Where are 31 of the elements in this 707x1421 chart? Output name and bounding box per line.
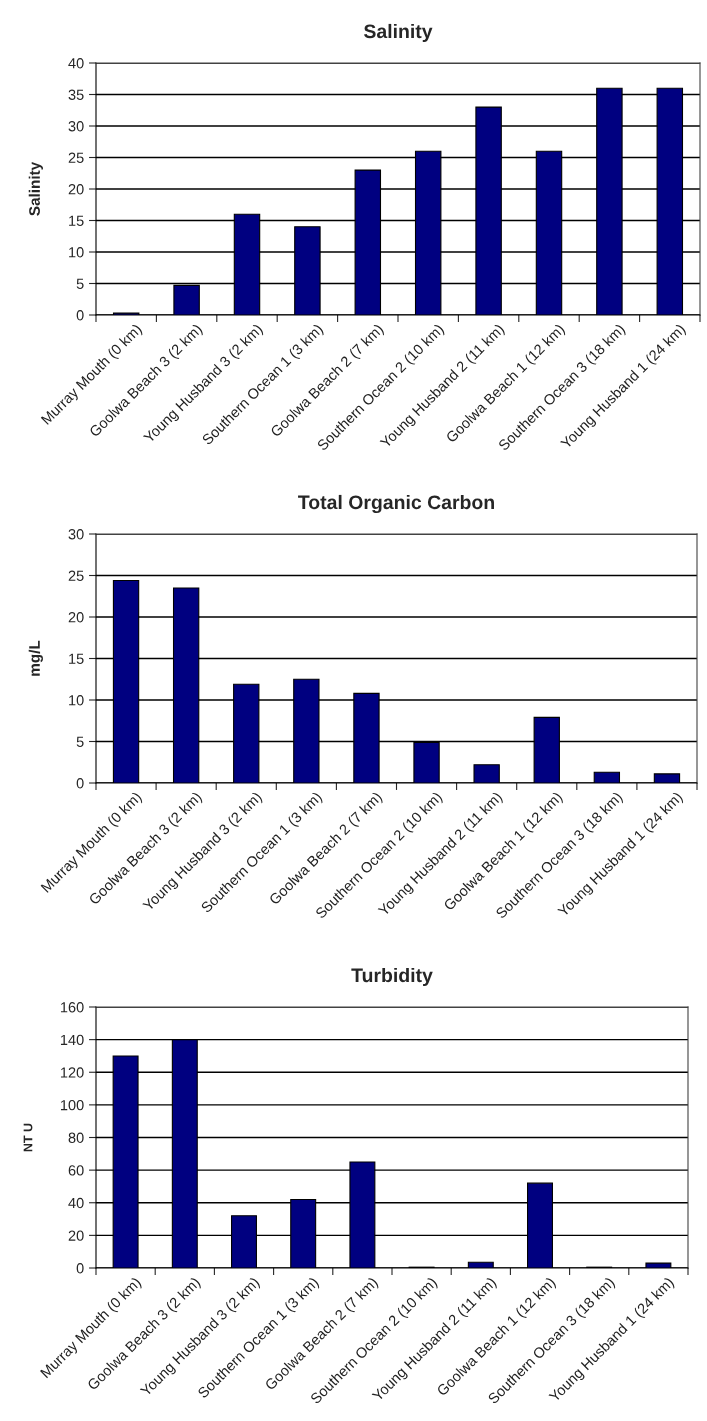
- y-tick-label: 10: [69, 247, 84, 258]
- y-tick-label: 0: [76, 778, 84, 789]
- y-tick-label: 30: [68, 529, 84, 540]
- y-axis-title: NT U: [23, 1123, 33, 1152]
- y-tick-label: 25: [68, 152, 84, 163]
- y-tick-label: 40: [68, 1197, 84, 1209]
- y-tick-label: 60: [68, 1165, 84, 1176]
- y-tick-label: 80: [68, 1132, 84, 1143]
- y-tick-label: 30: [68, 121, 84, 132]
- y-tick-label: 15: [69, 215, 84, 226]
- y-tick-label: 20: [68, 184, 84, 195]
- y-tick-label: 0: [76, 310, 84, 321]
- y-tick-label: 5: [76, 736, 84, 747]
- y-tick-label: 160: [60, 1002, 84, 1013]
- y-tick-label: 35: [68, 89, 84, 100]
- y-tick-label: 5: [76, 278, 84, 289]
- y-tick-label: 100: [60, 1099, 84, 1111]
- y-tick-label: 120: [60, 1067, 84, 1078]
- y-tick-label: 0: [76, 1263, 84, 1274]
- y-tick-label: 20: [68, 612, 84, 623]
- chart-title: Salinity: [363, 23, 433, 43]
- y-tick-label: 15: [69, 653, 84, 664]
- y-axis-title: mg/L: [28, 640, 43, 676]
- chart-title: Turbidity: [351, 967, 433, 987]
- y-tick-label: 140: [60, 1034, 84, 1046]
- y-tick-label: 40: [68, 58, 84, 69]
- y-axis-title: Salinity: [28, 161, 43, 216]
- y-tick-label: 20: [68, 1230, 84, 1241]
- chart-title: Total Organic Carbon: [298, 494, 494, 514]
- y-tick-label: 25: [68, 570, 84, 581]
- y-tick-label: 10: [69, 695, 84, 706]
